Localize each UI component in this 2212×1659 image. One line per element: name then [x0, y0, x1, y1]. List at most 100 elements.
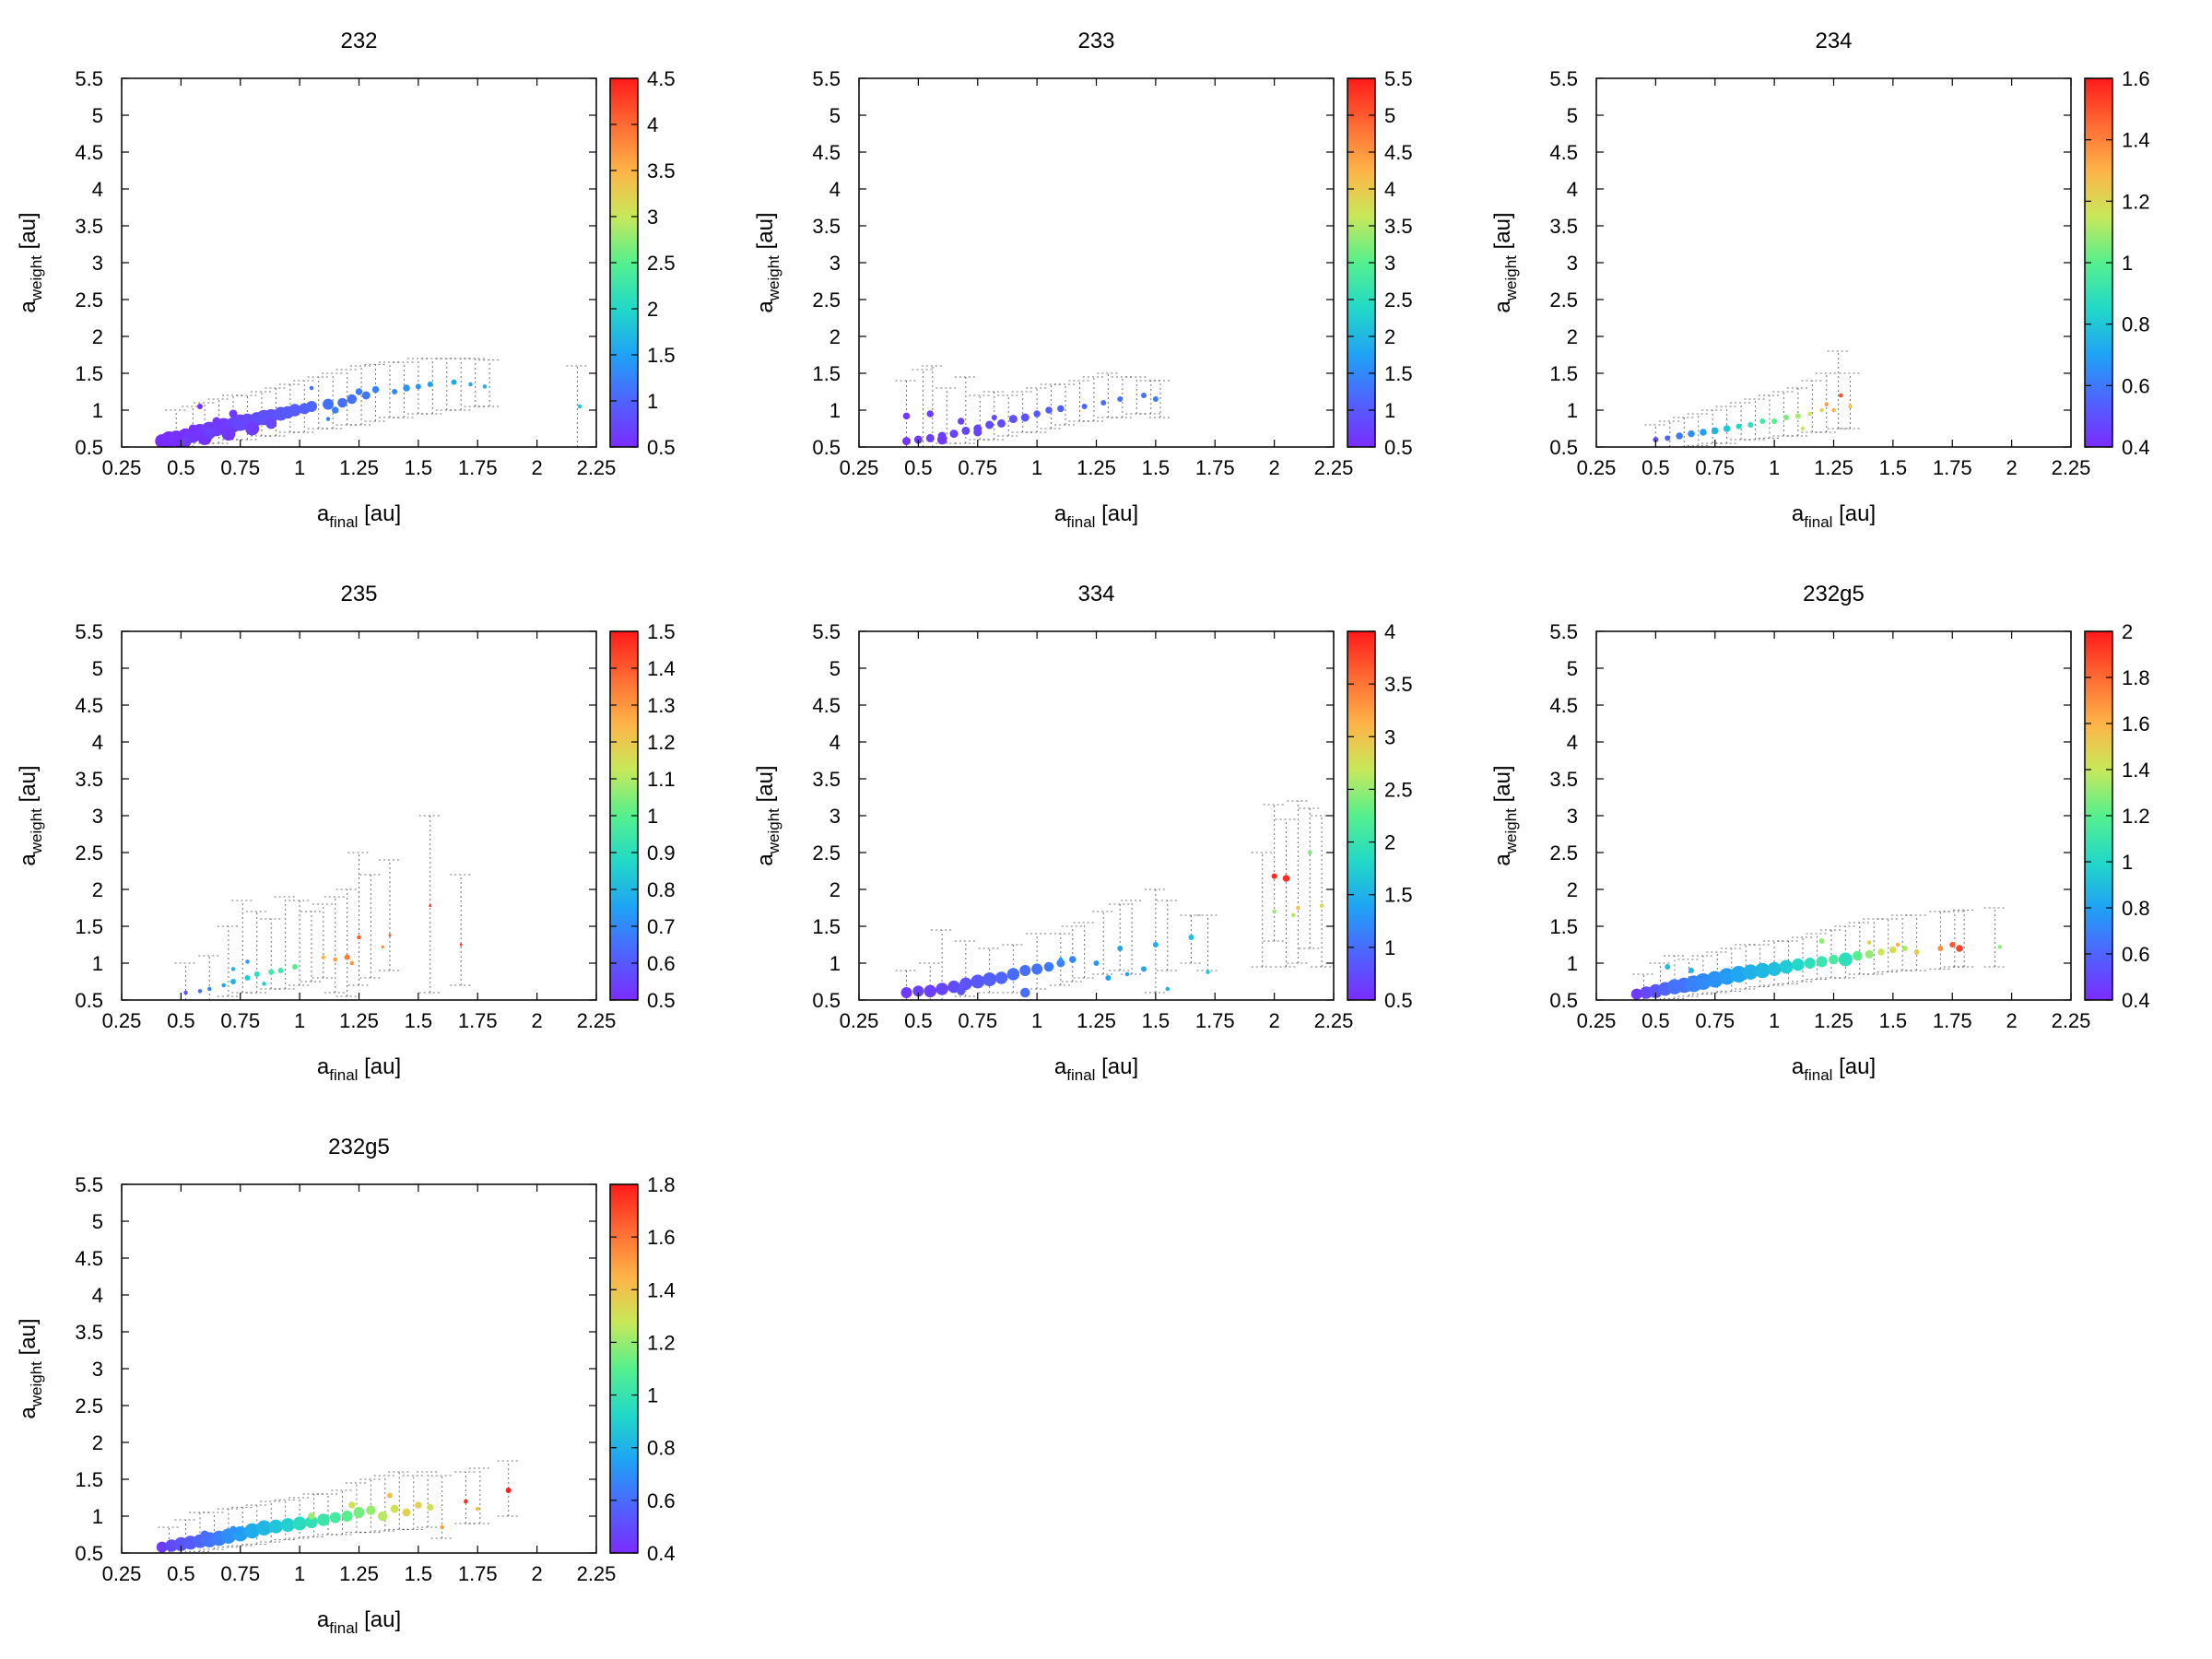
y-tick-label: 5.5 [75, 67, 103, 90]
data-point [577, 404, 582, 409]
x-tick-label: 0.5 [904, 456, 933, 479]
data-point [348, 1501, 356, 1509]
data-point [207, 986, 212, 992]
x-tick-label: 0.75 [1695, 1009, 1735, 1032]
data-point [1779, 959, 1794, 974]
data-point [329, 1512, 341, 1524]
plot-area [1630, 907, 2006, 1000]
colorbar-tick-label: 3.5 [1384, 215, 1413, 238]
y-tick-label: 5.5 [1549, 620, 1578, 643]
y-tick-label: 3 [830, 252, 841, 275]
x-tick-label: 1.75 [1933, 456, 1972, 479]
x-tick-label: 2 [2006, 456, 2018, 479]
data-point [1105, 975, 1112, 981]
x-axis-label: afinal [au] [1054, 1054, 1138, 1084]
data-point [1838, 393, 1843, 398]
data-point [361, 391, 371, 400]
data-point [429, 904, 432, 908]
data-point [926, 410, 934, 418]
data-point [415, 383, 421, 390]
y-tick-label: 3.5 [75, 1321, 103, 1344]
x-axis-label: afinal [au] [317, 1607, 401, 1637]
y-tick-label: 4 [1567, 178, 1578, 201]
y-tick-label: 2 [830, 878, 841, 901]
data-point [1093, 960, 1100, 966]
colorbar-tick-label: 0.7 [647, 915, 676, 938]
data-point [415, 1501, 422, 1509]
x-tick-label: 1.25 [1814, 1009, 1853, 1032]
data-point [902, 412, 911, 420]
data-point [1020, 413, 1030, 422]
data-point [1045, 406, 1053, 414]
colorbar-tick-label: 0.6 [647, 1489, 676, 1512]
data-point [957, 986, 966, 995]
plot-frame [858, 630, 1335, 1001]
colorbar-tick-label: 0.5 [647, 989, 676, 1012]
y-tick-label: 3.5 [1549, 768, 1578, 791]
data-point [1019, 965, 1031, 976]
data-point [1057, 405, 1065, 413]
data-point [253, 971, 260, 977]
data-point [427, 382, 433, 387]
colorbar-tick-label: 3 [1384, 252, 1395, 275]
x-tick-label: 1.5 [1142, 456, 1171, 479]
y-axis-label-main: a [1490, 300, 1515, 313]
data-point [244, 975, 251, 981]
y-tick-label: 4 [92, 731, 103, 754]
data-point [230, 967, 236, 971]
data-point [337, 397, 347, 408]
x-axis-label-main: a [1054, 501, 1067, 526]
y-axis-label-sub: weight [28, 1361, 45, 1407]
colorbar-tick-label: 1.4 [2122, 129, 2150, 152]
plot-frame [121, 1183, 597, 1554]
x-tick-label: 2 [532, 456, 543, 479]
data-point [204, 428, 216, 440]
colorbar-tick-label: 2 [1384, 831, 1395, 854]
data-point [1043, 961, 1054, 972]
plot-frame [858, 77, 1335, 448]
colorbar-tick-label: 1.8 [647, 1173, 676, 1196]
x-tick-label: 0.5 [1641, 456, 1670, 479]
x-tick-label: 0.5 [167, 1009, 195, 1032]
x-tick-label: 1 [294, 1009, 305, 1032]
data-point [280, 1518, 295, 1533]
y-tick-label: 0.5 [1549, 436, 1578, 459]
colorbar-tick-label: 1 [647, 390, 658, 413]
data-point [1792, 958, 1805, 971]
plot-area [1644, 350, 1862, 447]
y-axis-label: aweight [au] [753, 212, 782, 312]
data-point [464, 1499, 468, 1504]
colorbar-tick-label: 0.9 [647, 841, 676, 865]
data-point [1723, 425, 1731, 432]
data-point [1848, 404, 1853, 409]
y-axis-label: aweight [au] [1490, 212, 1520, 312]
y-tick-label: 2 [1567, 878, 1578, 901]
colorbar-tick-label: 1 [647, 1384, 658, 1407]
x-axis-label: afinal [au] [1054, 501, 1138, 531]
y-tick-label: 2.5 [812, 841, 841, 865]
y-axis-label: aweight [au] [16, 212, 45, 312]
colorbar-tick-label: 1.5 [1384, 362, 1413, 385]
data-point [982, 972, 997, 987]
x-tick-label: 1 [294, 456, 305, 479]
x-tick-label: 2.25 [577, 456, 617, 479]
x-tick-label: 0.5 [167, 456, 195, 479]
data-point [292, 1516, 307, 1531]
y-axis-label-main: a [753, 853, 778, 866]
x-tick-label: 1 [294, 1562, 305, 1585]
y-tick-label: 4.5 [812, 141, 841, 164]
data-point [924, 984, 936, 998]
data-point [1665, 435, 1671, 441]
x-axis-label: afinal [au] [1792, 1054, 1876, 1084]
data-point [961, 426, 971, 435]
colorbar-tick-label: 2 [1384, 325, 1395, 348]
colorbar-tick-label: 1.2 [2122, 805, 2150, 828]
data-point [971, 974, 985, 989]
x-axis-label-main: a [1792, 1054, 1805, 1079]
y-tick-label: 2.5 [75, 841, 103, 865]
colorbar-tick-label: 0.8 [647, 878, 676, 901]
data-point [957, 418, 965, 425]
data-point [288, 404, 301, 417]
x-tick-label: 0.25 [102, 456, 142, 479]
